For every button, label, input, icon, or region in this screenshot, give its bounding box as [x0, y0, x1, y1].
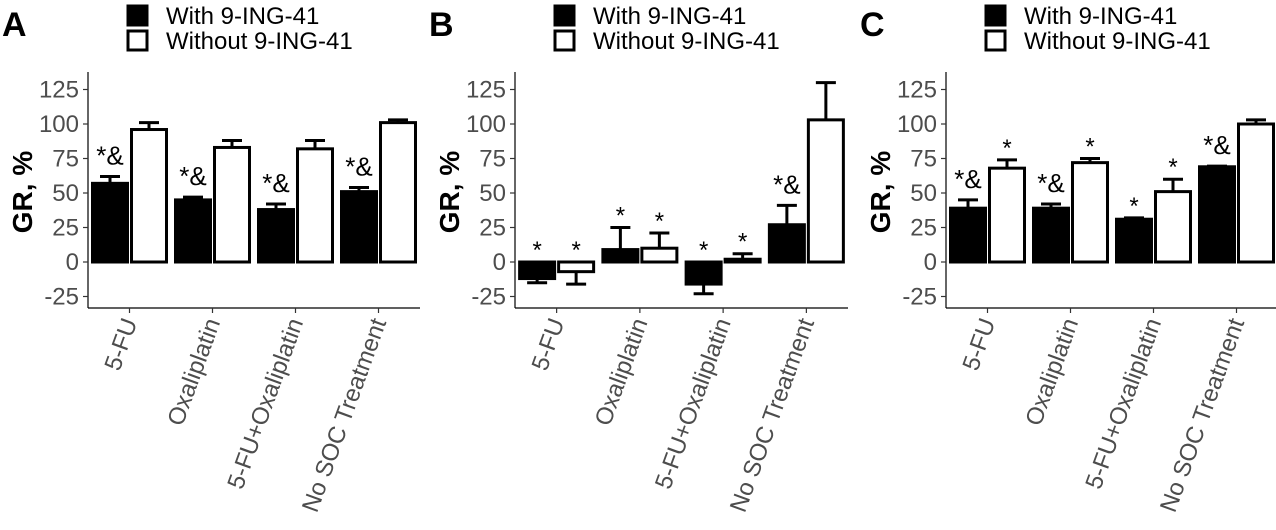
panel-c-y-tick-label: 25 — [910, 215, 937, 242]
panel-b-bar-without-2 — [723, 257, 762, 264]
panel-c-bar-with-3 — [1198, 165, 1236, 264]
panel-c-annotation-with-1: *& — [1037, 168, 1064, 198]
panel-a-x-tick-label-3: No SOC Treatment — [297, 315, 392, 516]
panel-c-y-tick-label: 100 — [897, 111, 937, 138]
panel-b-annotation-without-0: * — [571, 237, 580, 264]
panel-c-y-tick-label: 75 — [910, 146, 937, 173]
panel-b-y-tick-label: 25 — [479, 215, 506, 242]
panel-b-bar-with-3 — [767, 223, 806, 264]
panel-a-bar-with-0 — [91, 181, 129, 264]
panel-b-annotation-without-2: * — [738, 229, 747, 256]
panel-a-bar-with-3 — [340, 190, 378, 264]
panel-a-y-tick-label: 0 — [66, 249, 79, 276]
panel-c-annotation-without-1: * — [1085, 134, 1094, 161]
panel-a-annotation-with-0: *& — [96, 140, 123, 170]
panel-c-annotation-with-2: * — [1129, 193, 1138, 220]
panel-c-bar-without-3 — [1237, 122, 1275, 264]
panel-c-bar-without-2 — [1154, 190, 1192, 264]
panel-a-y-axis-label: GR, % — [7, 151, 38, 234]
panel-b-bar-without-1 — [640, 246, 679, 264]
panel-a-y-tick-label: 75 — [52, 146, 79, 173]
panel-c-x-tick-label-1: Oxaliplatin — [1020, 315, 1084, 430]
panel-b-x-tick-label-3: No SOC Treatment — [725, 315, 820, 516]
panel-b-legend-key-with — [553, 4, 576, 27]
panel-a-y-tick-label: 125 — [39, 77, 79, 104]
panel-c-legend-label-with: With 9-ING-41 — [1024, 3, 1177, 30]
panel-b-annotation-with-3: *& — [773, 169, 800, 199]
panel-b-annotation-with-0: * — [532, 237, 541, 264]
panel-a-y-tick-label: 50 — [52, 180, 79, 207]
panel-c-annotation-without-0: * — [1002, 135, 1011, 162]
panel-a-x-tick-label-0: 5-FU — [100, 315, 144, 374]
panel-b-annotation-with-1: * — [616, 203, 625, 230]
panel-b-y-tick-label: 75 — [479, 146, 506, 173]
panel-a-x-tick-label-2: 5-FU+Oxaliplatin — [222, 315, 309, 493]
panel-b-x-tick-label-1: Oxaliplatin — [590, 315, 654, 430]
panel-a-annotation-with-3: *& — [345, 151, 372, 181]
panel-c-letter: C — [860, 6, 885, 44]
panel-b-bar-without-3 — [806, 118, 845, 264]
panel-a-legend-label-without: Without 9-ING-41 — [166, 28, 353, 55]
panel-b-y-tick-label: 100 — [466, 111, 506, 138]
panel-b-annotation-with-2: * — [699, 237, 708, 264]
panel-a-bar-with-2 — [257, 208, 295, 264]
panel-b-x-tick-label-0: 5-FU — [527, 315, 571, 374]
panel-a-x-tick-label-1: Oxaliplatin — [162, 315, 226, 430]
panel-a-bar-without-0 — [130, 128, 168, 264]
panel-c-y-tick-label: -25 — [902, 284, 937, 311]
panel-b-y-tick-label: 0 — [493, 249, 506, 276]
panel-c-bar-without-1 — [1071, 161, 1109, 264]
panel-c-bar-with-1 — [1032, 206, 1070, 264]
panel-a-annotation-with-1: *& — [179, 161, 206, 191]
panel-a-legend-key-with — [126, 4, 149, 27]
panel-a-bar-without-3 — [379, 121, 417, 264]
panel-b-bar-with-0 — [518, 260, 557, 281]
panel-b-y-axis-label: GR, % — [434, 151, 465, 234]
panel-b-legend-label-without: Without 9-ING-41 — [593, 28, 780, 55]
panel-c-bar-with-2 — [1115, 217, 1153, 264]
panel-b-bar-with-1 — [601, 248, 640, 264]
panel-c-bar-without-0 — [988, 166, 1026, 264]
panel-c-y-axis-label: GR, % — [865, 151, 896, 234]
panel-c-annotation-without-2: * — [1168, 154, 1177, 181]
panel-a-annotation-with-2: *& — [262, 168, 289, 198]
panel-b-y-tick-label: 50 — [479, 180, 506, 207]
panel-b-legend-label-with: With 9-ING-41 — [593, 3, 746, 30]
panel-a-bar-without-1 — [213, 145, 251, 264]
panel-c-annotation-with-3: *& — [1203, 130, 1230, 160]
panel-c-x-tick-label-3: No SOC Treatment — [1155, 315, 1250, 516]
panel-c-legend-label-without: Without 9-ING-41 — [1024, 28, 1211, 55]
panel-b-y-tick-label: 125 — [466, 77, 506, 104]
panel-c-y-tick-label: 125 — [897, 77, 937, 104]
panel-b-annotation-without-1: * — [655, 208, 664, 235]
panel-b-x-tick-label-2: 5-FU+Oxaliplatin — [650, 315, 737, 493]
panel-a-bar-without-2 — [296, 147, 334, 264]
panel-b-letter: B — [429, 6, 454, 44]
panel-a-y-tick-label: 25 — [52, 215, 79, 242]
panel-a-y-tick-label: -25 — [44, 284, 79, 311]
panel-a-y-tick-label: 100 — [39, 111, 79, 138]
panel-b-y-tick-label: -25 — [471, 284, 506, 311]
panel-a-legend-label-with: With 9-ING-41 — [166, 3, 319, 30]
panel-c-x-tick-label-2: 5-FU+Oxaliplatin — [1080, 315, 1167, 493]
panel-c-y-tick-label: 0 — [924, 249, 937, 276]
panel-a-legend-key-without — [126, 29, 149, 52]
panel-c-y-tick-label: 50 — [910, 180, 937, 207]
panel-b-bar-with-2 — [684, 260, 723, 286]
panel-c-x-tick-label-0: 5-FU — [958, 315, 1002, 374]
panel-c-bar-with-0 — [949, 206, 987, 264]
panel-c-legend-key-without — [984, 29, 1007, 52]
panel-b-legend-key-without — [553, 29, 576, 52]
panel-c-legend-key-with — [984, 4, 1007, 27]
panel-a-letter: A — [2, 6, 27, 44]
panel-c-annotation-with-0: *& — [954, 164, 981, 194]
panel-a-bar-with-1 — [174, 198, 212, 264]
